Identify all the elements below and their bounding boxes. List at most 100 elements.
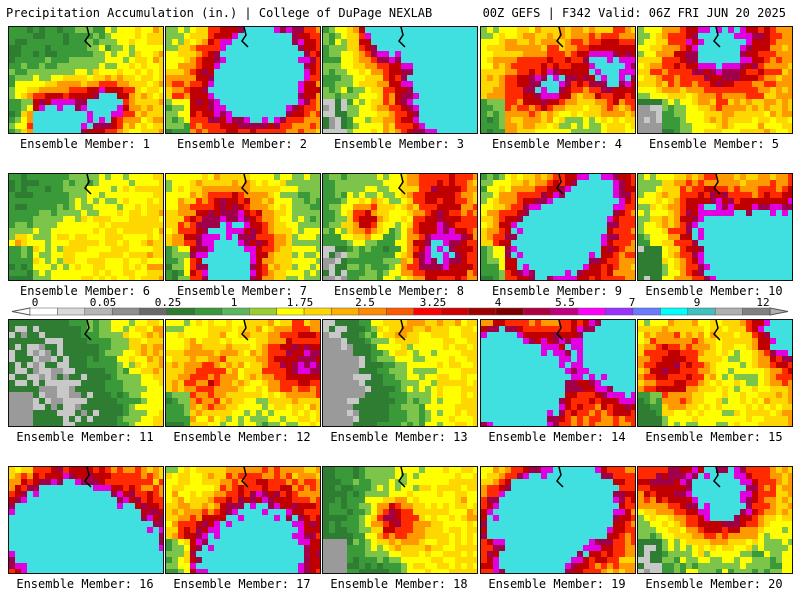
colorbar-segment <box>57 307 86 316</box>
ensemble-member-map <box>322 26 478 134</box>
colorbar-segment <box>249 307 277 316</box>
colorbar-segment <box>166 307 195 316</box>
colorbar-tick-label: 12 <box>756 296 770 309</box>
colorbar-tick-label: 4 <box>494 296 502 309</box>
ensemble-member-map <box>8 26 164 134</box>
ensemble-member-label: Ensemble Member: 14 <box>488 430 626 444</box>
coastline <box>398 174 406 195</box>
run-valid-time: 00Z GEFS | F342 Valid: 06Z FRI JUN 20 20… <box>482 6 786 20</box>
coastline <box>84 320 92 341</box>
coastline <box>241 27 249 48</box>
colorbar-tick-label: 3.25 <box>419 296 447 309</box>
page-title: Precipitation Accumulation (in.) | Colle… <box>6 6 433 20</box>
coastline <box>84 467 92 488</box>
colorbar-segment <box>221 307 250 316</box>
colorbar-segment <box>331 307 360 316</box>
ensemble-member-label: Ensemble Member: 7 <box>176 284 308 298</box>
ensemble-member-label: Ensemble Member: 20 <box>645 577 783 591</box>
ensemble-member-map <box>8 319 164 427</box>
ensemble-member-label: Ensemble Member: 3 <box>333 137 465 151</box>
coastline <box>84 27 92 48</box>
colorbar-segment <box>605 307 634 316</box>
ensemble-member-label: Ensemble Member: 9 <box>491 284 623 298</box>
ensemble-member-map <box>165 466 321 574</box>
ensemble-member-map <box>637 173 793 281</box>
colorbar-segment <box>276 307 305 316</box>
ensemble-member-label: Ensemble Member: 5 <box>648 137 780 151</box>
colorbar <box>11 307 789 316</box>
colorbar-segment <box>632 307 661 316</box>
ensemble-member-label: Ensemble Member: 8 <box>333 284 465 298</box>
colorbar-segment <box>413 307 442 316</box>
ensemble-member-map <box>165 319 321 427</box>
ensemble-member-label: Ensemble Member: 11 <box>16 430 154 444</box>
colorbar-tick-label: 1.75 <box>286 296 314 309</box>
colorbar-segment <box>660 307 689 316</box>
coastline <box>713 27 721 48</box>
coastline <box>556 320 564 341</box>
coastline <box>556 174 564 195</box>
coastline <box>241 467 249 488</box>
ensemble-member-label: Ensemble Member: 17 <box>173 577 311 591</box>
colorbar-segment <box>111 307 140 316</box>
colorbar-segment <box>550 307 579 316</box>
ensemble-member-label: Ensemble Member: 12 <box>173 430 311 444</box>
coastline <box>556 27 564 48</box>
ensemble-member-label: Ensemble Member: 10 <box>645 284 783 298</box>
ensemble-member-map <box>480 319 636 427</box>
colorbar-tick-label: 0 <box>31 296 39 309</box>
coastline <box>713 467 721 488</box>
colorbar-segment <box>84 307 113 316</box>
ensemble-member-map <box>165 173 321 281</box>
ensemble-member-map <box>165 26 321 134</box>
ensemble-member-label: Ensemble Member: 1 <box>19 137 151 151</box>
coastline <box>398 467 406 488</box>
ensemble-member-label: Ensemble Member: 18 <box>330 577 468 591</box>
ensemble-member-map <box>8 173 164 281</box>
ensemble-member-label: Ensemble Member: 15 <box>645 430 783 444</box>
ensemble-member-label: Ensemble Member: 16 <box>16 577 154 591</box>
coastline <box>398 320 406 341</box>
colorbar-segment <box>577 307 606 316</box>
coastline <box>556 467 564 488</box>
colorbar-segment <box>687 307 716 316</box>
colorbar-segment <box>523 307 551 316</box>
ensemble-member-map <box>480 466 636 574</box>
ensemble-member-map <box>637 319 793 427</box>
ensemble-member-label: Ensemble Member: 4 <box>491 137 623 151</box>
ensemble-member-map <box>322 319 478 427</box>
coastline <box>713 320 721 341</box>
colorbar-tick-label: 7 <box>628 296 636 309</box>
colorbar-tick-label: 9 <box>693 296 701 309</box>
colorbar-segment <box>29 307 58 316</box>
colorbar-segment <box>742 307 771 316</box>
coastline <box>241 320 249 341</box>
coastline <box>398 27 406 48</box>
colorbar-segment <box>386 307 414 316</box>
colorbar-tick-label: 5.5 <box>555 296 575 309</box>
colorbar-tick-label: 1 <box>230 296 238 309</box>
ensemble-member-label: Ensemble Member: 19 <box>488 577 626 591</box>
ensemble-member-label: Ensemble Member: 13 <box>330 430 468 444</box>
colorbar-min-arrow <box>11 307 31 316</box>
ensemble-member-label: Ensemble Member: 6 <box>19 284 151 298</box>
coastline <box>713 174 721 195</box>
colorbar-segment <box>194 307 223 316</box>
ensemble-member-map <box>322 173 478 281</box>
colorbar-segment <box>303 307 332 316</box>
colorbar-segment <box>440 307 469 316</box>
coastline <box>84 174 92 195</box>
ensemble-member-map <box>480 173 636 281</box>
colorbar-segment <box>358 307 387 316</box>
ensemble-member-label: Ensemble Member: 2 <box>176 137 308 151</box>
colorbar-max-arrow <box>769 307 789 316</box>
colorbar-tick-label: 2.5 <box>355 296 375 309</box>
ensemble-member-map <box>637 26 793 134</box>
colorbar-segment <box>139 307 168 316</box>
colorbar-tick-label: 0.05 <box>89 296 117 309</box>
colorbar-segment <box>468 307 497 316</box>
ensemble-member-map <box>637 466 793 574</box>
colorbar-tick-label: 0.25 <box>154 296 182 309</box>
ensemble-member-map <box>322 466 478 574</box>
colorbar-segment <box>714 307 743 316</box>
